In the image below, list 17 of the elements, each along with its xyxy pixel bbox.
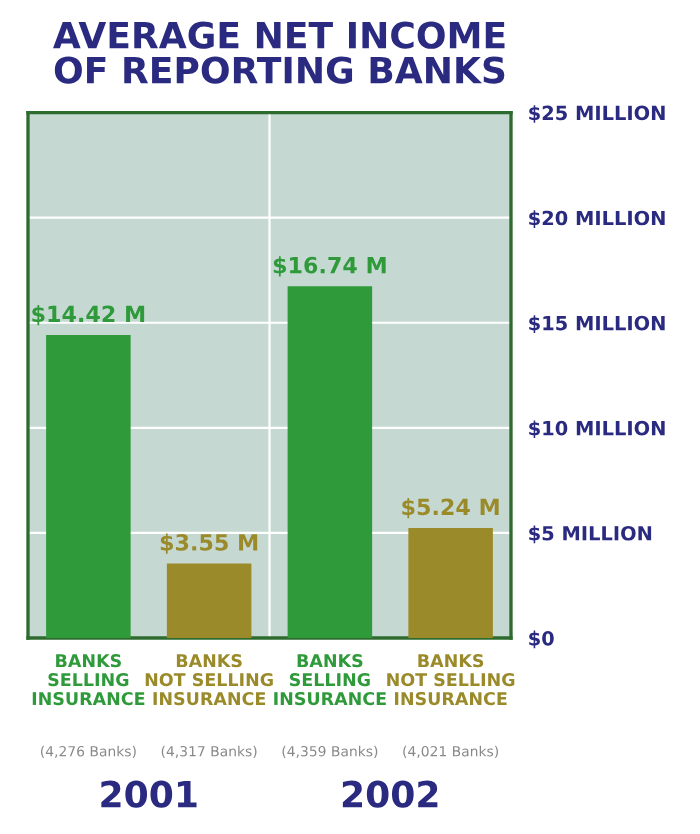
y-tick-label: $0: [529, 630, 554, 649]
y-tick-label: $20 MILLION: [529, 210, 665, 228]
y-tick-label: $25 MILLION: [529, 105, 665, 123]
bar: [408, 527, 493, 639]
bar: [166, 563, 252, 639]
bar: [46, 334, 131, 639]
data-label: $5.24 M: [402, 498, 499, 519]
data-label: $16.74 M: [273, 256, 386, 277]
data-label: $3.55 M: [160, 533, 258, 554]
data-label: $14.42 M: [32, 305, 145, 326]
bar: [287, 286, 373, 639]
y-tick-label: $10 MILLION: [529, 420, 665, 439]
text: 2001: [101, 780, 197, 808]
text: 2002: [342, 780, 438, 808]
chart-title: AVERAGE NET INCOME OF REPORTING BANKS: [53, 21, 505, 84]
y-tick-label: $15 MILLION: [529, 315, 665, 333]
y-tick-label: $5 MILLION: [529, 525, 652, 544]
